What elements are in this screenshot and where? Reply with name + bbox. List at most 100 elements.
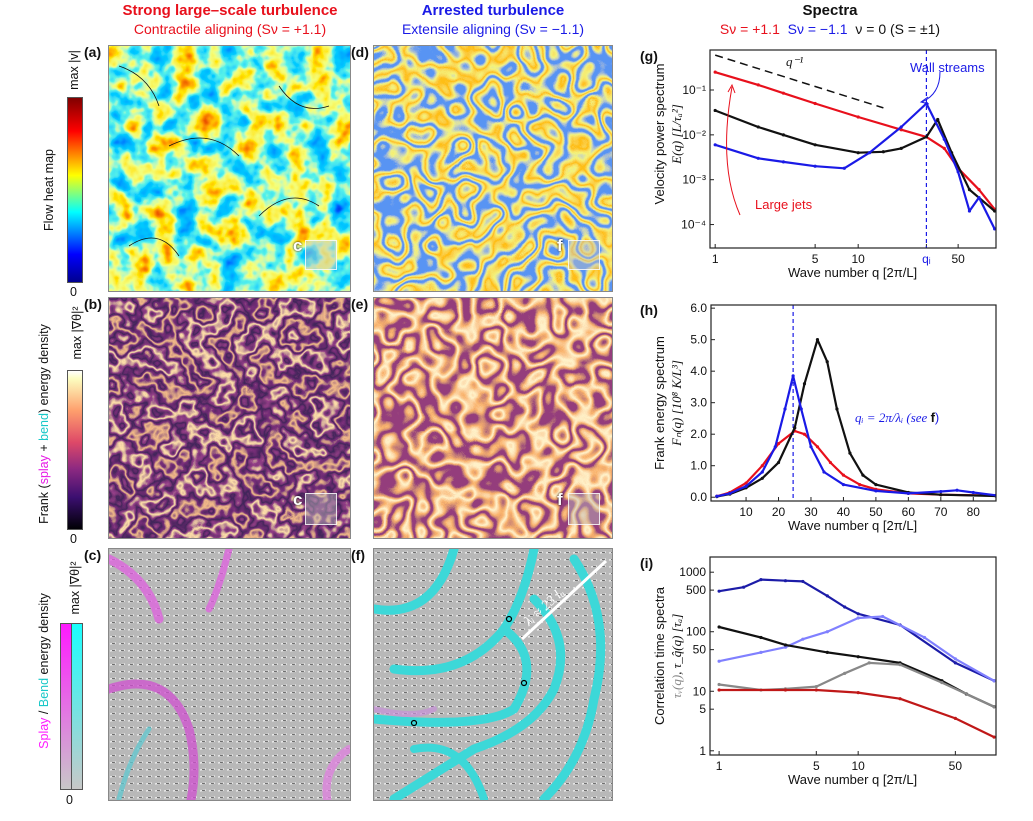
x-tick-label: 1: [712, 252, 719, 266]
inset-region-c-b: [305, 493, 337, 525]
series-line-1: [718, 615, 995, 682]
series-line-2: [716, 374, 996, 498]
data-point: [835, 407, 839, 411]
h-xlabel: Wave number q [2π/L]: [788, 518, 918, 533]
y-tick-label: 500: [686, 583, 706, 597]
data-point: [874, 483, 878, 487]
panel-label-c: (c): [84, 547, 102, 563]
data-point: [781, 160, 786, 164]
y-tick-label: 10: [693, 684, 707, 698]
data-point: [881, 614, 885, 619]
large-jets-arrow: [726, 86, 741, 216]
wavelength-scale-bar: [520, 559, 608, 641]
frank-colorbar-min: 0: [70, 532, 77, 546]
data-point: [728, 491, 732, 496]
data-point: [841, 483, 846, 487]
data-point: [756, 83, 760, 87]
data-point: [953, 657, 957, 661]
data-point: [717, 688, 721, 692]
panel-label-i: (i): [640, 555, 654, 571]
data-point: [843, 605, 847, 609]
director-field-extensile: [373, 548, 613, 801]
data-point: [856, 690, 860, 695]
splaybend-colorbar-min: 0: [66, 793, 73, 807]
x-tick-label: 1: [716, 759, 723, 773]
y-tick-label: 0.0: [690, 490, 707, 504]
y-tick-label: 4.0: [690, 364, 707, 378]
middle-column-subtitle: Extensile aligning (Sν = −1.1): [401, 21, 585, 37]
y-tick-label: 50: [693, 643, 707, 657]
data-point: [992, 705, 996, 709]
x-tick-label: 50: [951, 252, 965, 266]
bend-colorbar: [71, 623, 83, 790]
data-point: [783, 645, 788, 649]
inset-label-f-e: f: [557, 490, 563, 509]
legend-extensile: Sν = −1.1: [787, 21, 848, 37]
i-ylabel-1: Correlation time spectra: [652, 587, 667, 725]
data-point: [760, 470, 764, 474]
data-point: [992, 735, 996, 739]
g-ylabel-2: E(q) [L/τₐ²]: [669, 104, 684, 164]
data-point: [848, 451, 852, 455]
y-tick-label: 100: [686, 625, 706, 639]
data-point: [815, 338, 820, 342]
data-point: [801, 579, 805, 584]
data-point: [783, 643, 788, 647]
x-tick-label: 40: [837, 505, 851, 519]
data-point: [759, 635, 763, 640]
data-point: [953, 661, 957, 665]
x-tick-label: 70: [934, 505, 948, 519]
series-line-1: [714, 71, 996, 210]
series-line-0: [718, 578, 995, 682]
data-point: [793, 426, 797, 430]
data-point: [741, 585, 746, 589]
y-tick-label: 6.0: [690, 301, 707, 315]
data-point: [791, 374, 795, 378]
plot-frame: [709, 556, 997, 756]
frank-colorbar: [67, 370, 83, 530]
data-point: [799, 407, 803, 411]
data-point: [717, 625, 721, 629]
data-point: [898, 697, 902, 701]
frank-energy-contractile: [108, 297, 351, 539]
data-point: [993, 209, 996, 213]
x-tick-label: 5: [812, 252, 819, 266]
data-point: [773, 445, 777, 449]
x-tick-label: 10: [851, 252, 865, 266]
inset-region-f-e: [568, 493, 600, 525]
data-point: [856, 655, 860, 659]
data-point: [856, 115, 860, 119]
series-line-4: [719, 688, 995, 739]
data-point: [842, 166, 846, 170]
plot-frame: [710, 304, 997, 502]
flow-heatmap-extensile: [373, 45, 613, 292]
data-point: [936, 117, 940, 122]
data-point: [939, 489, 943, 494]
data-point: [939, 493, 943, 497]
data-point: [942, 137, 946, 141]
data-point: [759, 578, 763, 582]
wall-streams-arrow: [921, 71, 941, 103]
data-point: [809, 445, 813, 449]
data-point: [776, 460, 781, 465]
g-ylabel-1: Velocity power spectrum: [652, 63, 667, 205]
inset-label-c-b: c: [293, 490, 303, 509]
data-point: [967, 209, 972, 213]
inset-label-f-d: f: [557, 236, 563, 255]
large-jets-arrowhead: [727, 83, 736, 94]
y-tick-label: 10⁻⁴: [681, 218, 706, 232]
spectra-legend: Sν = +1.1 Sν = −1.1 ν = 0 (S = ±1): [700, 21, 960, 37]
data-point: [967, 188, 972, 192]
data-point: [760, 476, 764, 480]
data-point: [977, 188, 981, 192]
x-tick-label: 50: [949, 759, 963, 773]
data-point: [906, 491, 910, 496]
data-point: [717, 589, 721, 593]
data-point: [717, 682, 721, 687]
data-point: [781, 133, 786, 137]
y-tick-label: 1000: [679, 565, 706, 579]
data-point: [759, 650, 763, 654]
middle-column-title: Arrested turbulence: [421, 2, 565, 19]
data-point: [856, 151, 860, 155]
